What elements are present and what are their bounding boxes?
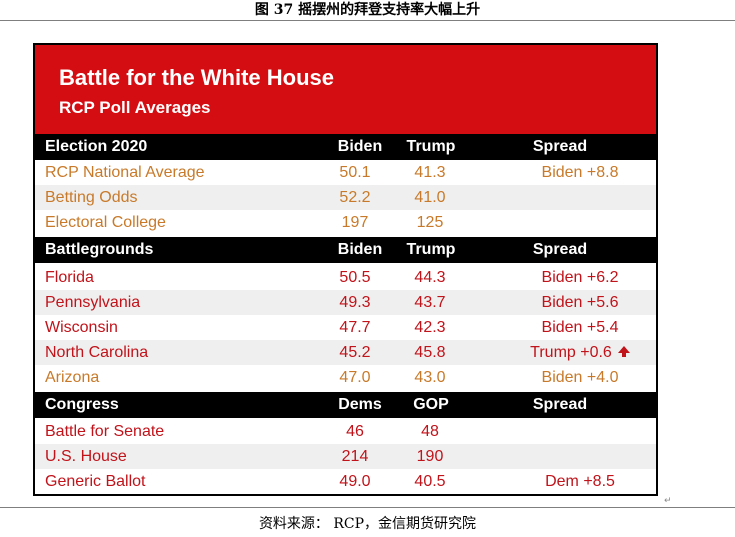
table-row: Pennsylvania 49.3 43.7 Biden +5.6 [35, 290, 656, 315]
header-col-b: Trump [406, 138, 456, 155]
header-col-a: Biden [337, 241, 383, 258]
row-value-a: 47.7 [339, 318, 371, 336]
row-value-a: 52.2 [339, 188, 371, 206]
banner-title: Battle for the White House [59, 65, 335, 90]
header-col-spread: Spread [532, 138, 588, 155]
row-value-a: 46 [346, 422, 364, 440]
row-value-b: 43.7 [414, 293, 446, 311]
header-col-b: Trump [406, 241, 456, 258]
row-spread [510, 419, 650, 444]
header-label: Congress [45, 396, 119, 413]
banner-subtitle: RCP Poll Averages [59, 98, 211, 117]
section-header-election: Election 2020 Biden Trump Spread [35, 134, 656, 160]
row-name: Wisconsin [45, 318, 118, 336]
table-row: Wisconsin 47.7 42.3 Biden +5.4 [35, 315, 656, 340]
row-value-b: 42.3 [414, 318, 446, 336]
table-row: Betting Odds 52.2 41.0 [35, 185, 656, 210]
row-spread-cell: Trump +0.6 [510, 340, 650, 365]
table-row: RCP National Average 50.1 41.3 Biden +8.… [35, 160, 656, 185]
row-value-a: 50.5 [339, 268, 371, 286]
up-arrow-icon [617, 346, 630, 357]
header-col-spread: Spread [532, 396, 588, 413]
source-note: 资料来源： RCP，金信期货研究院 [258, 516, 477, 532]
row-spread [510, 444, 650, 469]
section-header-congress: Congress Dems GOP Spread [35, 392, 656, 418]
row-spread: Biden +8.8 [541, 163, 619, 181]
bottom-rule [0, 507, 735, 508]
row-value-b: 45.8 [414, 343, 446, 361]
row-value-b: 125 [416, 213, 444, 231]
top-rule [0, 20, 735, 21]
row-name: Florida [45, 268, 94, 286]
table-row: North Carolina 45.2 45.8 Trump +0.6 [35, 340, 656, 365]
row-value-a: 49.3 [339, 293, 371, 311]
row-value-b: 41.3 [414, 163, 446, 181]
table-row: Electoral College 197 125 [35, 210, 656, 235]
table-row: Battle for Senate 46 48 [35, 419, 656, 444]
table-row: Generic Ballot 49.0 40.5 Dem +8.5 [35, 469, 656, 494]
row-value-b: 44.3 [414, 268, 446, 286]
row-spread: Biden +6.2 [541, 268, 619, 286]
row-name: North Carolina [45, 343, 149, 361]
row-value-b: 190 [416, 447, 444, 465]
row-spread: Biden +4.0 [541, 368, 619, 386]
row-name: Generic Ballot [45, 472, 146, 490]
header-col-a: Biden [337, 138, 383, 155]
row-name: U.S. House [45, 447, 127, 465]
row-spread: Biden +5.4 [541, 318, 619, 336]
row-spread: Biden +5.6 [541, 293, 619, 311]
header-label: Battlegrounds [45, 241, 154, 258]
row-value-a: 197 [341, 213, 369, 231]
table-row: U.S. House 214 190 [35, 444, 656, 469]
row-name: Betting Odds [45, 188, 138, 206]
row-name: RCP National Average [45, 163, 205, 181]
section-header-battlegrounds: Battlegrounds Biden Trump Spread [35, 237, 656, 263]
row-name: Pennsylvania [45, 293, 141, 311]
row-value-a: 47.0 [339, 368, 371, 386]
row-value-a: 45.2 [339, 343, 371, 361]
header-col-b: GOP [413, 396, 449, 413]
header-col-spread: Spread [532, 241, 588, 258]
row-value-b: 40.5 [414, 472, 446, 490]
header-label: Election 2020 [45, 138, 148, 155]
poll-card: Battle for the White House RCP Poll Aver… [33, 43, 658, 496]
header-col-a: Dems [338, 396, 382, 413]
row-spread [510, 210, 650, 235]
row-value-b: 41.0 [414, 188, 446, 206]
figure-title: 图 37 摇摆州的拜登支持率大幅上升 [254, 2, 481, 18]
row-spread: Dem +8.5 [545, 472, 615, 490]
table-row: Arizona 47.0 43.0 Biden +4.0 [35, 365, 656, 390]
row-value-a: 214 [341, 447, 369, 465]
row-name: Arizona [45, 368, 100, 386]
row-spread [510, 185, 650, 210]
row-value-b: 48 [421, 422, 439, 440]
row-value-a: 50.1 [339, 163, 371, 181]
row-name: Electoral College [45, 213, 166, 231]
table-row: Florida 50.5 44.3 Biden +6.2 [35, 265, 656, 290]
row-spread: Trump +0.6 [530, 343, 612, 361]
row-name: Battle for Senate [45, 422, 165, 440]
banner: Battle for the White House RCP Poll Aver… [35, 45, 656, 134]
row-value-a: 49.0 [339, 472, 371, 490]
paragraph-mark-icon: ↵ [664, 496, 672, 506]
row-value-b: 43.0 [414, 368, 446, 386]
